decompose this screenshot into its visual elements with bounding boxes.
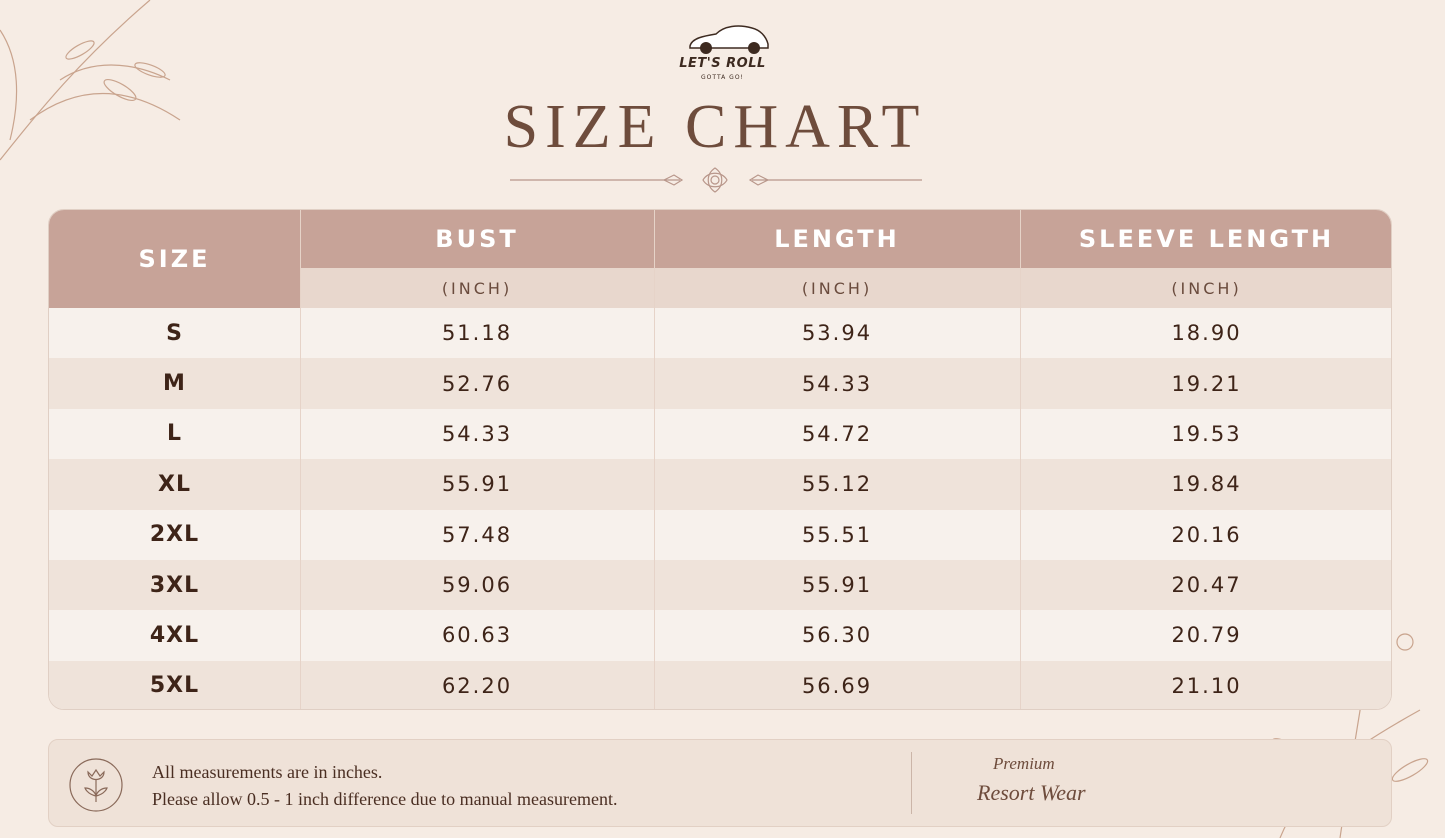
column-unit: (INCH): [1020, 268, 1391, 308]
measurement: 59.06: [300, 559, 654, 611]
column-divider: [654, 210, 655, 709]
measurement: 55.51: [654, 509, 1020, 560]
measurement: 19.84: [1020, 459, 1391, 510]
column-header: LENGTH: [654, 210, 1020, 268]
note: Please allow 0.5 - 1 inch difference due…: [152, 789, 618, 809]
size-label: XL: [49, 459, 300, 510]
measurement: 20.79: [1020, 610, 1391, 661]
column-header: SLEEVE LENGTH: [1020, 210, 1391, 268]
badge: Premium: [993, 754, 1055, 773]
measurement: 51.18: [300, 308, 654, 359]
leaf-decoration: [0, 0, 181, 161]
car-logo: [689, 25, 769, 54]
size-label: M: [49, 358, 300, 409]
column-unit: (INCH): [654, 268, 1020, 308]
measurement: 52.76: [300, 358, 654, 409]
measurement: 21.10: [1020, 660, 1391, 709]
column-unit: (INCH): [300, 268, 654, 308]
badge: Resort Wear: [977, 780, 1086, 805]
size-table: SIZE BUST (INCH) LENGTH (INCH) SLEEVE LENGTH(…: [48, 209, 1392, 710]
measurement: 19.53: [1020, 408, 1391, 460]
size-label: 4XL: [49, 610, 300, 661]
column-divider: [1020, 210, 1021, 709]
measurement: 53.94: [654, 308, 1020, 359]
measurement: 55.12: [654, 459, 1020, 510]
size-label: S: [49, 308, 300, 359]
column-header: BUST: [300, 210, 654, 268]
measurement: 54.33: [654, 358, 1020, 409]
size-label: 3XL: [49, 559, 300, 611]
brand: LET'S ROLL: [679, 56, 766, 71]
measurement: 19.21: [1020, 358, 1391, 409]
measurement: 60.63: [300, 610, 654, 661]
measurement: 18.90: [1020, 308, 1391, 359]
size-label: 2XL: [49, 509, 300, 560]
measurement: 20.16: [1020, 509, 1391, 560]
note: All measurements are in inches.: [152, 762, 383, 782]
measurement: 55.91: [300, 459, 654, 510]
measurement: 55.91: [654, 559, 1020, 611]
measurement: 54.33: [300, 408, 654, 460]
measurement: 57.48: [300, 509, 654, 560]
measurement: 54.72: [654, 408, 1020, 460]
size-header: SIZE: [49, 210, 300, 308]
divider-ornament: [510, 167, 922, 193]
measurement: 20.47: [1020, 559, 1391, 611]
size-label: L: [49, 408, 300, 460]
separator: [911, 752, 912, 814]
measurement: 56.30: [654, 610, 1020, 661]
column-divider: [300, 210, 301, 709]
tulip-icon: [69, 758, 123, 812]
title: SIZE CHART: [503, 93, 927, 161]
tagline: GOTTA GO!: [701, 74, 744, 81]
measurement: 56.69: [654, 660, 1020, 709]
footer: All measurements are in inches. Please a…: [48, 739, 1392, 827]
measurement: 62.20: [300, 660, 654, 709]
size-label: 5XL: [49, 660, 300, 709]
